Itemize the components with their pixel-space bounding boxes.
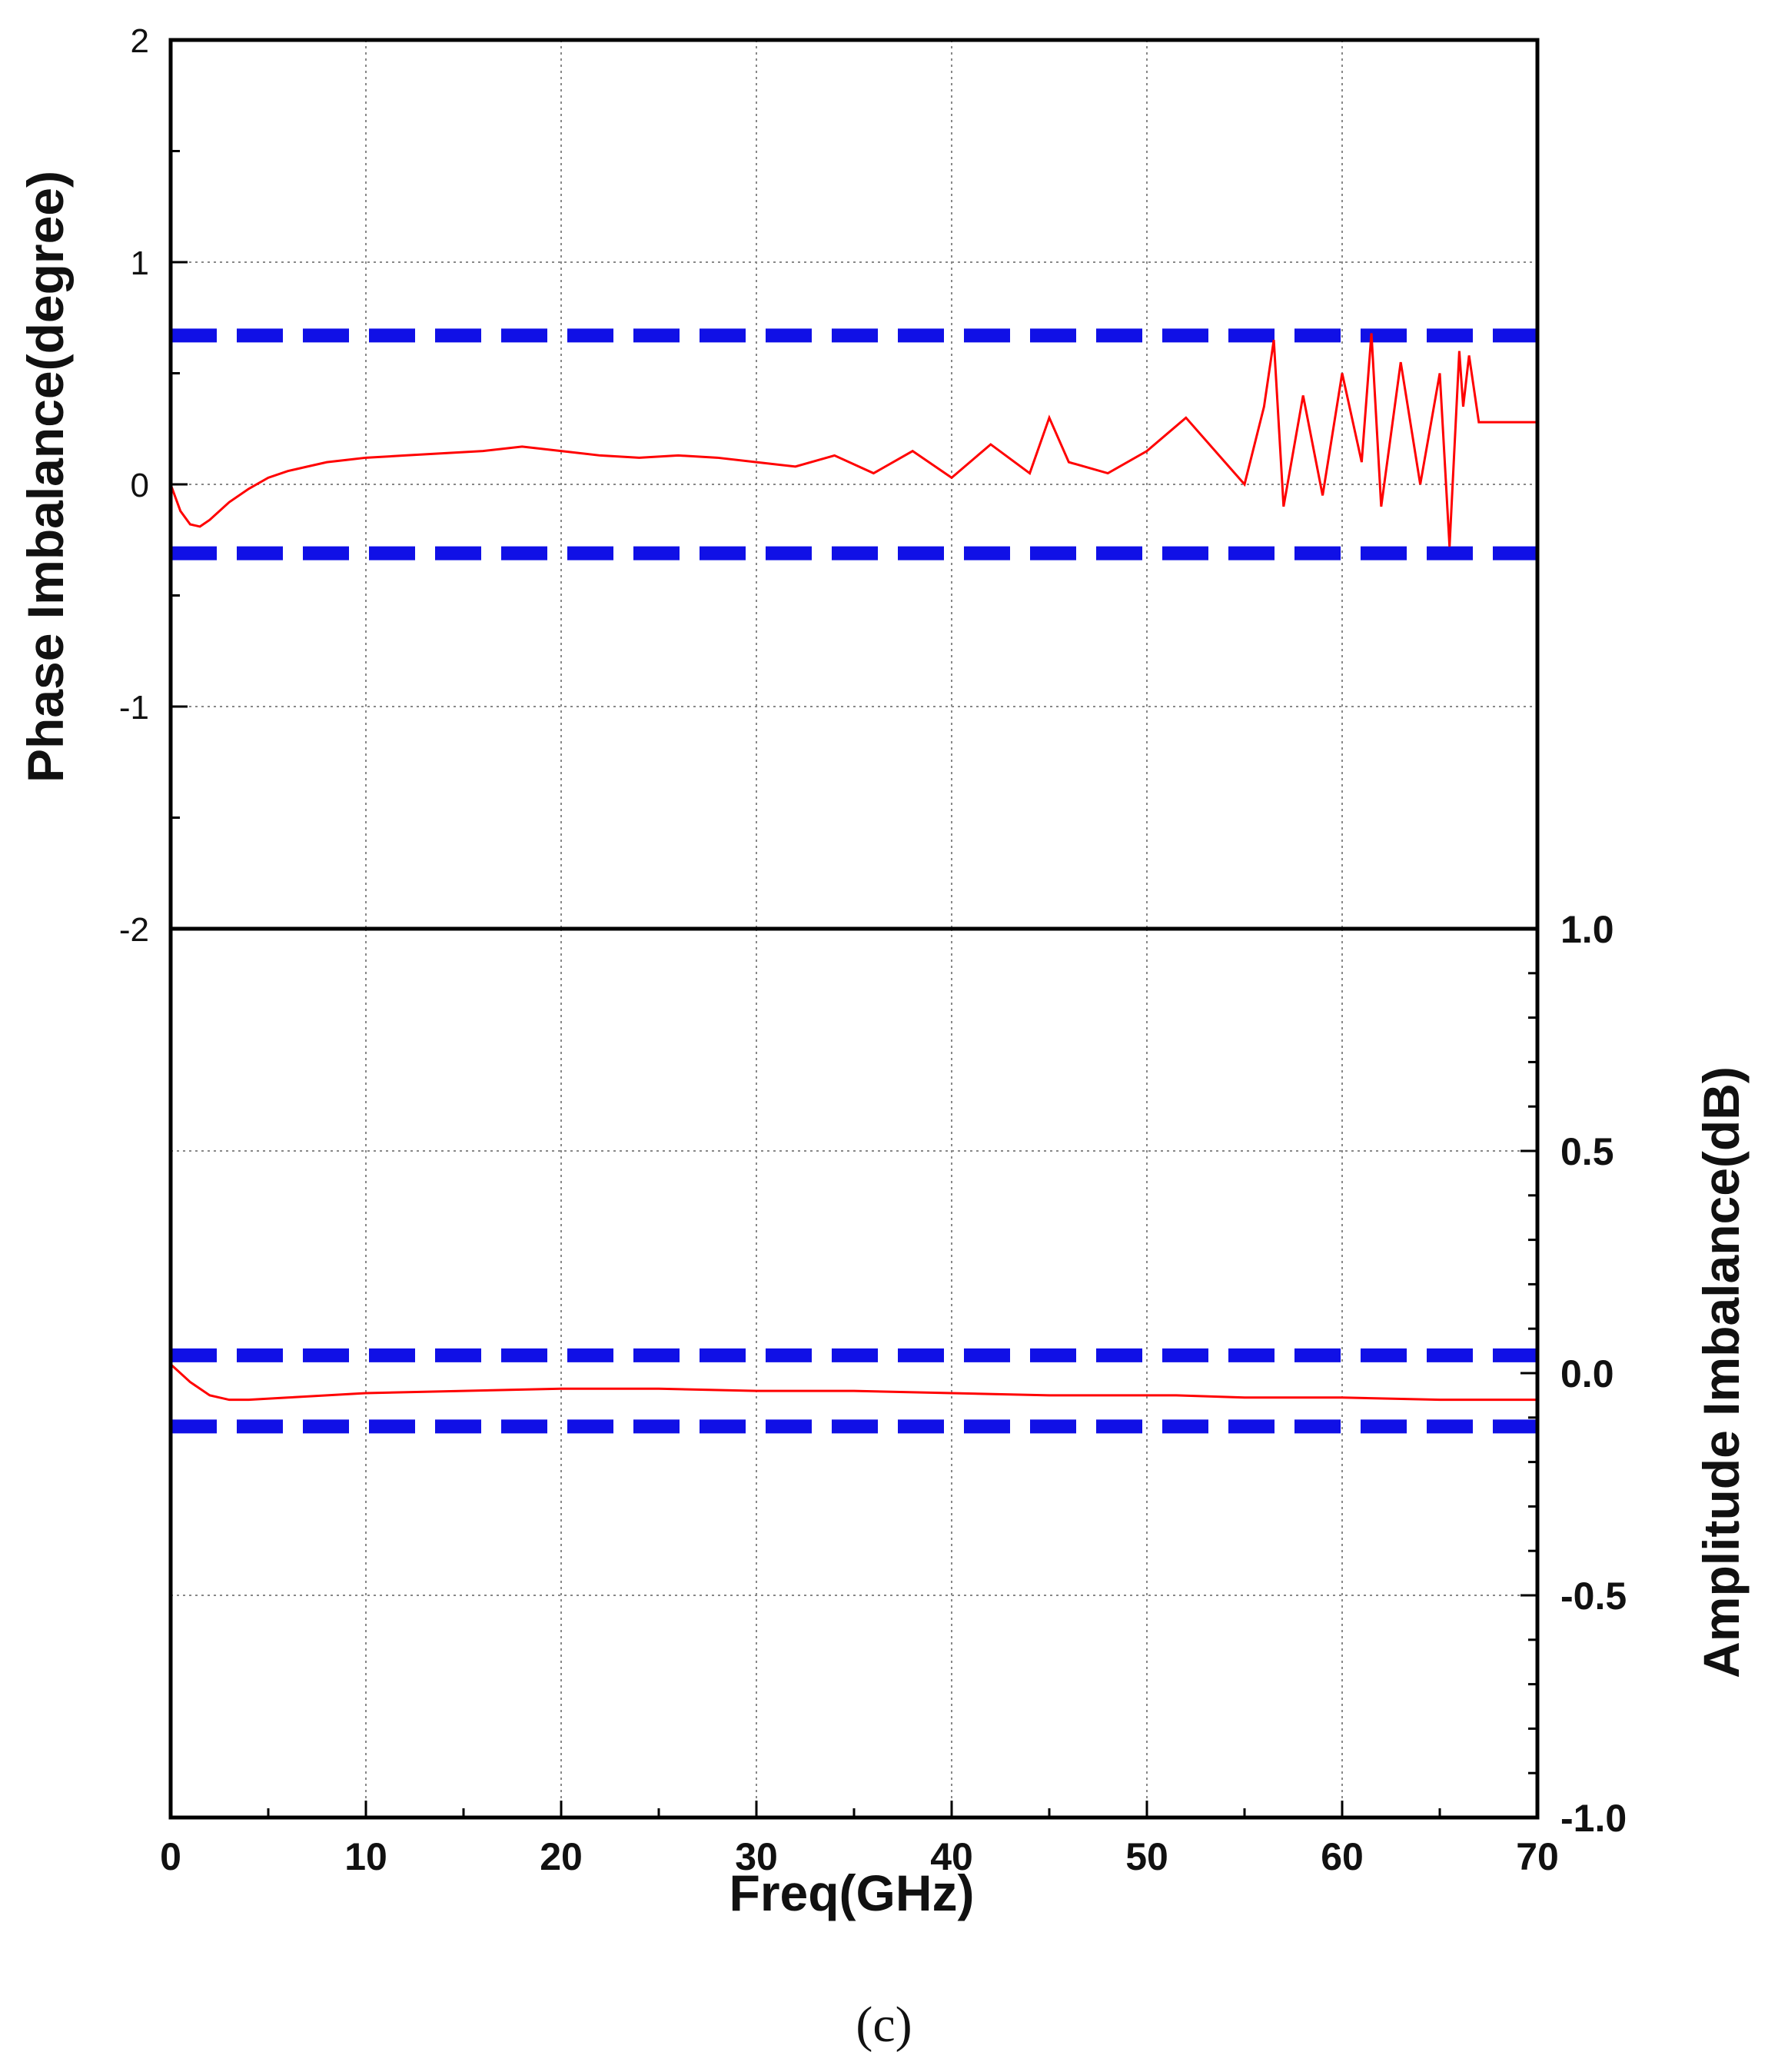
- phase-y-axis-title: Phase Imbalance(degree): [17, 171, 74, 783]
- plot-frames: [168, 38, 1540, 1820]
- bottom-y-tick-labels: 1.0 0.5 0.0 -0.5 -1.0: [1560, 908, 1627, 1840]
- x-tick-label-60: 60: [1321, 1835, 1364, 1878]
- x-tick-label-0: 0: [160, 1835, 181, 1878]
- y-tick-label-0: 0: [131, 467, 149, 504]
- y-tick-label-0.5: 0.5: [1560, 1130, 1614, 1173]
- x-tick-label-30: 30: [735, 1835, 778, 1878]
- bottom-plot-frame: [168, 926, 1540, 1820]
- y-tick-label-1: 1: [131, 244, 149, 282]
- y-tick-label--1: -1: [119, 689, 149, 727]
- y-tick-label-0: 0.0: [1560, 1352, 1614, 1395]
- y-tick-label-1: 1.0: [1560, 908, 1614, 951]
- y-tick-label--1: -1.0: [1560, 1797, 1627, 1840]
- y-tick-label--2: -2: [119, 911, 149, 949]
- phase-imbalance-series-line: [169, 333, 1537, 547]
- y-tick-label-2: 2: [131, 22, 149, 60]
- x-tick-label-50: 50: [1125, 1835, 1168, 1878]
- x-tick-label-20: 20: [540, 1835, 583, 1878]
- amplitude-imbalance-series-line: [169, 1363, 1537, 1402]
- bottom-grid: [171, 929, 1537, 1818]
- top-grid: [171, 40, 1537, 929]
- bottom-x-ticks: [169, 1801, 1539, 1818]
- x-tick-label-70: 70: [1516, 1835, 1559, 1878]
- top-left-ticks: [171, 38, 188, 930]
- amplitude-imbalance-panel: 1.0 0.5 0.0 -0.5 -1.0 0 10 20 30 40 50 60 70: [160, 908, 1627, 1878]
- x-tick-label-10: 10: [344, 1835, 387, 1878]
- x-tick-label-40: 40: [930, 1835, 973, 1878]
- phase-imbalance-panel: 2 1 0 -1 -2: [119, 22, 1551, 949]
- x-tick-labels: 0 10 20 30 40 50 60 70: [160, 1835, 1559, 1878]
- y-tick-label--0.5: -0.5: [1560, 1575, 1627, 1618]
- top-limit-lines: [171, 328, 1551, 560]
- bottom-limit-lines: [171, 1348, 1551, 1434]
- x-axis-title: Freq(GHz): [729, 1864, 975, 1921]
- bottom-right-ticks: [1520, 927, 1537, 1819]
- figure-caption: (c): [856, 1997, 912, 2053]
- top-y-tick-labels: 2 1 0 -1 -2: [119, 22, 149, 949]
- amplitude-y-axis-title: Amplitude Imbalance(dB): [1693, 1066, 1750, 1678]
